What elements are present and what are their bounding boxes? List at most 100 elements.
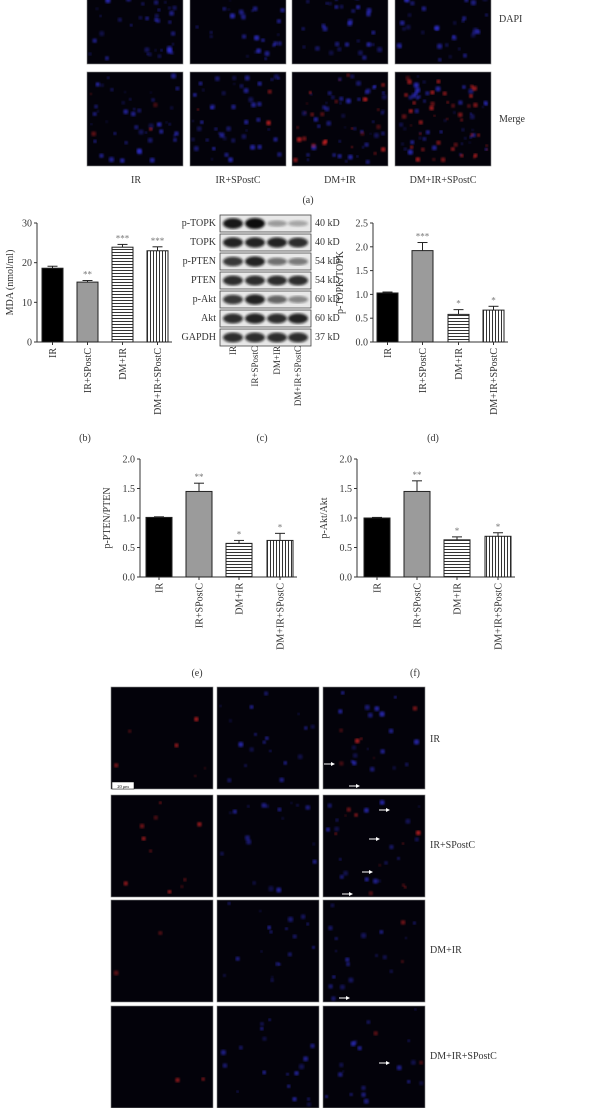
nucleus-dot xyxy=(350,74,355,79)
chart-d: 0.0 0.5 1.0 1.5 2.0 2.5 p-TOPK/TOPK IR *** IR+SPo… xyxy=(335,219,508,444)
nucleus-dot xyxy=(104,56,109,61)
nucleus-dot xyxy=(371,120,375,124)
y-tick-label: 10 xyxy=(22,298,32,309)
positive-cell-dot xyxy=(401,883,405,887)
nucleus-dot xyxy=(437,57,442,62)
nucleus-dot xyxy=(235,956,240,961)
nucleus-dot xyxy=(418,136,422,140)
nucleus-dot xyxy=(172,5,177,11)
blot-band xyxy=(245,237,265,248)
positive-cell-dot xyxy=(415,157,421,162)
positive-cell-dot xyxy=(466,104,471,108)
positive-cell-dot xyxy=(412,706,418,711)
nucleus-dot xyxy=(337,1072,343,1077)
x-tick-label: IR xyxy=(373,583,384,593)
nucleus-dot xyxy=(374,706,380,712)
significance-marker: * xyxy=(496,522,501,532)
nucleus-dot xyxy=(379,711,385,717)
blot-protein-label: p-PTEN xyxy=(183,256,216,267)
blot-protein-label: p-TOPK xyxy=(182,218,217,229)
nucleus-dot xyxy=(171,42,175,46)
nucleus-dot xyxy=(261,802,267,808)
positive-cell-dot xyxy=(415,830,421,836)
nucleus-dot xyxy=(165,121,168,124)
blot-row-gapdh: GAPDH 37 kD xyxy=(182,328,340,347)
blot-band xyxy=(223,313,243,324)
nucleus-dot xyxy=(410,140,415,145)
nucleus-dot xyxy=(328,1,332,6)
nucleus-dot xyxy=(345,957,350,962)
lane-label: IR xyxy=(228,346,238,355)
micrograph-a xyxy=(189,71,287,167)
arrow-icon xyxy=(349,784,360,788)
micrograph-a xyxy=(291,0,389,65)
nucleus-dot xyxy=(351,745,357,750)
nucleus-dot xyxy=(252,6,258,12)
positive-cell-dot xyxy=(469,94,473,98)
nucleus-dot xyxy=(463,136,467,140)
positive-cell-dot xyxy=(153,815,158,820)
nucleus-dot xyxy=(245,129,248,132)
nucleus-dot xyxy=(227,8,230,11)
positive-cell-dot xyxy=(378,863,382,867)
nucleus-dot xyxy=(433,27,436,30)
nucleus-dot xyxy=(366,1020,371,1025)
positive-cell-dot xyxy=(183,878,187,882)
nucleus-dot xyxy=(302,45,306,49)
positive-cell-dot xyxy=(445,117,449,121)
nucleus-dot xyxy=(419,1081,424,1086)
nucleus-dot xyxy=(339,1062,344,1068)
arrow-head xyxy=(369,870,373,874)
nucleus-dot xyxy=(290,802,293,805)
nucleus-dot xyxy=(252,881,256,885)
nucleus-dot xyxy=(100,83,104,88)
nucleus-dot xyxy=(404,936,407,940)
nucleus-dot xyxy=(287,952,292,957)
nucleus-dot xyxy=(362,55,367,60)
nucleus-dot xyxy=(335,0,338,1)
nucleus-dot xyxy=(363,1098,369,1104)
y-tick-label: 1.5 xyxy=(356,266,369,277)
positive-cell-dot xyxy=(201,1077,205,1081)
nucleus-dot xyxy=(483,100,488,106)
positive-cell-dot xyxy=(354,813,358,817)
positive-cell-dot xyxy=(339,728,343,733)
positive-cell-dot xyxy=(128,729,132,733)
positive-cell-dot xyxy=(197,821,202,827)
nucleus-dot xyxy=(96,110,100,113)
nucleus-dot xyxy=(379,799,385,805)
positive-cell-dot xyxy=(293,157,298,163)
nucleus-dot xyxy=(341,113,346,118)
nucleus-dot xyxy=(443,118,447,122)
positive-cell-dot xyxy=(472,85,478,91)
nucleus-dot xyxy=(339,4,344,9)
nucleus-dot xyxy=(425,130,430,135)
nucleus-dot xyxy=(251,9,254,12)
blot-band xyxy=(267,220,287,227)
nucleus-dot xyxy=(149,157,155,163)
positive-cell-dot xyxy=(410,145,414,149)
nucleus-dot xyxy=(470,32,476,38)
nucleus-dot xyxy=(99,153,104,158)
nucleus-dot xyxy=(328,925,333,931)
nucleus-dot xyxy=(262,740,266,744)
micrograph-g xyxy=(322,686,426,790)
x-tick-label: IR+SPostC xyxy=(195,583,206,628)
blot-band xyxy=(267,295,287,304)
nucleus-dot xyxy=(369,766,375,772)
nucleus-dot xyxy=(119,158,125,163)
nucleus-dot xyxy=(254,35,259,40)
micrograph-background xyxy=(86,71,184,167)
nucleus-dot xyxy=(407,13,412,18)
bar xyxy=(145,516,173,578)
nucleus-dot xyxy=(157,8,161,12)
nucleus-dot xyxy=(277,77,280,80)
nucleus-dot xyxy=(306,153,310,157)
positive-cell-dot xyxy=(194,774,197,777)
nucleus-dot xyxy=(280,7,285,13)
x-tick-label: IR+SPostC xyxy=(83,348,94,393)
nucleus-dot xyxy=(468,88,474,95)
nucleus-dot xyxy=(238,741,244,748)
micrograph-background xyxy=(110,686,214,790)
